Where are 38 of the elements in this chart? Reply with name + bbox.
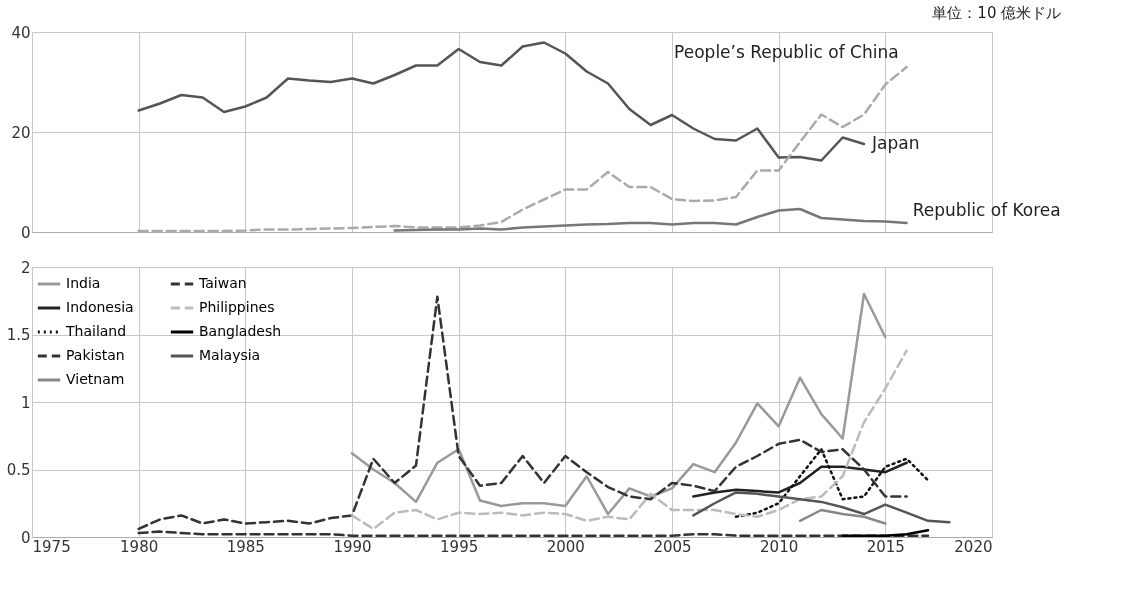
line-series	[393, 207, 908, 232]
x-tick-label: 1990	[333, 537, 372, 556]
y-tick-label: 0	[20, 528, 31, 547]
line-series	[692, 461, 908, 498]
x-tick-label: 1975	[32, 537, 71, 556]
x-tick-label: 2015	[866, 537, 905, 556]
line-series	[734, 448, 930, 518]
legend-label: Thailand	[65, 323, 127, 339]
y-tick-label: 0	[20, 223, 31, 242]
y-tick-label: 0.5	[6, 461, 31, 479]
y-tick-label: 1	[20, 393, 31, 412]
legend-label: India	[66, 275, 101, 291]
x-tick-label: 1995	[440, 537, 479, 556]
y-tick-label: 40	[11, 23, 31, 42]
line-series	[798, 508, 887, 525]
series-label: Japan	[871, 133, 920, 153]
x-tick-label: 2005	[653, 537, 692, 556]
line-series	[692, 491, 951, 524]
legend-label: Vietnam	[66, 371, 125, 387]
legend-label: Malaysia	[199, 347, 261, 363]
text: 単位：10 億米ドル	[932, 3, 1062, 22]
x-tick-label: 2010	[760, 537, 799, 556]
legend-label: Bangladesh	[199, 323, 282, 339]
x-tick-label: 1985	[226, 537, 265, 556]
x-tick-label: 1980	[120, 537, 159, 556]
y-tick-label: 20	[11, 123, 31, 142]
x-tick-label: 2000	[546, 537, 585, 556]
series-label: Republic of Korea	[912, 200, 1061, 220]
y-tick-label: 1.5	[6, 326, 31, 344]
line-series	[350, 292, 887, 516]
line-series	[350, 349, 908, 531]
legend-label: Taiwan	[198, 275, 247, 291]
y-tick-label: 2	[20, 258, 31, 277]
legend-label: Philippines	[199, 299, 275, 315]
legend-label: Pakistan	[66, 347, 125, 363]
legend-label: Indonesia	[66, 299, 134, 315]
series-label: People’s Republic of China	[674, 42, 899, 62]
x-tick-label: 2020	[954, 537, 993, 556]
